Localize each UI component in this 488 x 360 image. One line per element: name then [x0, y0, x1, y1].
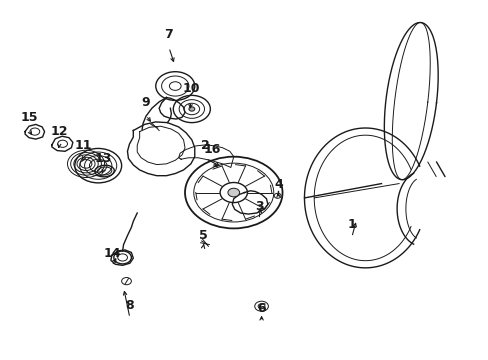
Text: 9: 9: [142, 96, 150, 109]
Text: 8: 8: [125, 298, 134, 312]
Text: 6: 6: [257, 302, 265, 315]
Text: 14: 14: [103, 247, 121, 260]
Text: 16: 16: [203, 143, 220, 156]
Text: 3: 3: [254, 200, 263, 213]
Text: 15: 15: [20, 111, 38, 124]
Text: 11: 11: [75, 139, 92, 152]
Text: 5: 5: [198, 229, 207, 242]
Text: 4: 4: [274, 179, 283, 192]
Text: 13: 13: [94, 152, 112, 165]
Circle shape: [227, 188, 239, 197]
Text: 7: 7: [164, 28, 173, 41]
Text: 2: 2: [201, 139, 209, 152]
Text: 10: 10: [182, 82, 199, 95]
Text: 1: 1: [346, 218, 355, 231]
Text: 12: 12: [50, 125, 68, 138]
Circle shape: [188, 107, 194, 111]
